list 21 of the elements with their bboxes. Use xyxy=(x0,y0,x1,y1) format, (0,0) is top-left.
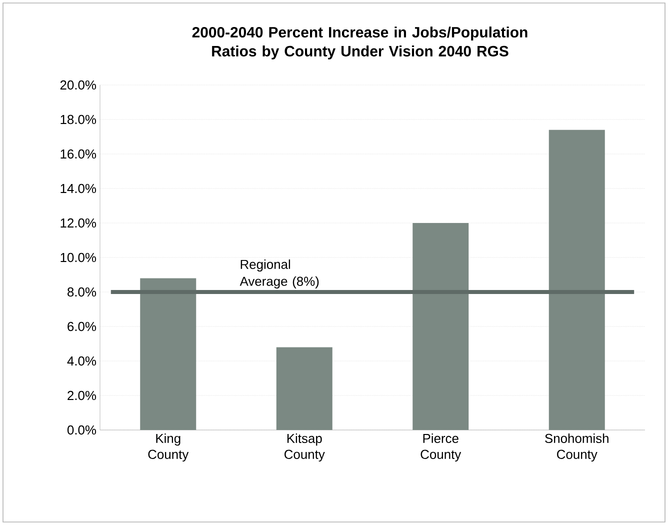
y-tick-label: 16.0% xyxy=(60,149,96,159)
bar xyxy=(412,222,469,430)
y-tick-label: 12.0% xyxy=(60,218,96,228)
x-tick-label: Kitsap County xyxy=(284,434,325,462)
x-tick-label: Pierce County xyxy=(420,434,462,462)
x-tick-label: King County xyxy=(148,434,189,462)
y-tick-label: 20.0% xyxy=(60,80,96,90)
bar xyxy=(276,347,332,430)
bar xyxy=(140,278,196,430)
y-tick-label: 4.0% xyxy=(67,356,96,366)
y-tick-label: 8.0% xyxy=(68,287,96,297)
y-tick-label: 18.0% xyxy=(60,114,96,124)
y-tick-label: 2.0% xyxy=(68,390,96,400)
y-tick-label: 6.0% xyxy=(68,322,96,332)
ref-line-label: Regional Average (8%) xyxy=(240,259,319,288)
x-tick-label: Snohomish County xyxy=(545,434,608,462)
bar xyxy=(548,130,605,430)
y-tick-label: 10.0% xyxy=(60,252,96,262)
y-tick-label: 0.0% xyxy=(67,425,96,435)
chart-title: 2000-2040 Percent Increase in Jobs/Population Ratios by County Under Vision 2040 RGS xyxy=(192,26,528,60)
y-tick-label: 14.0% xyxy=(60,184,96,194)
